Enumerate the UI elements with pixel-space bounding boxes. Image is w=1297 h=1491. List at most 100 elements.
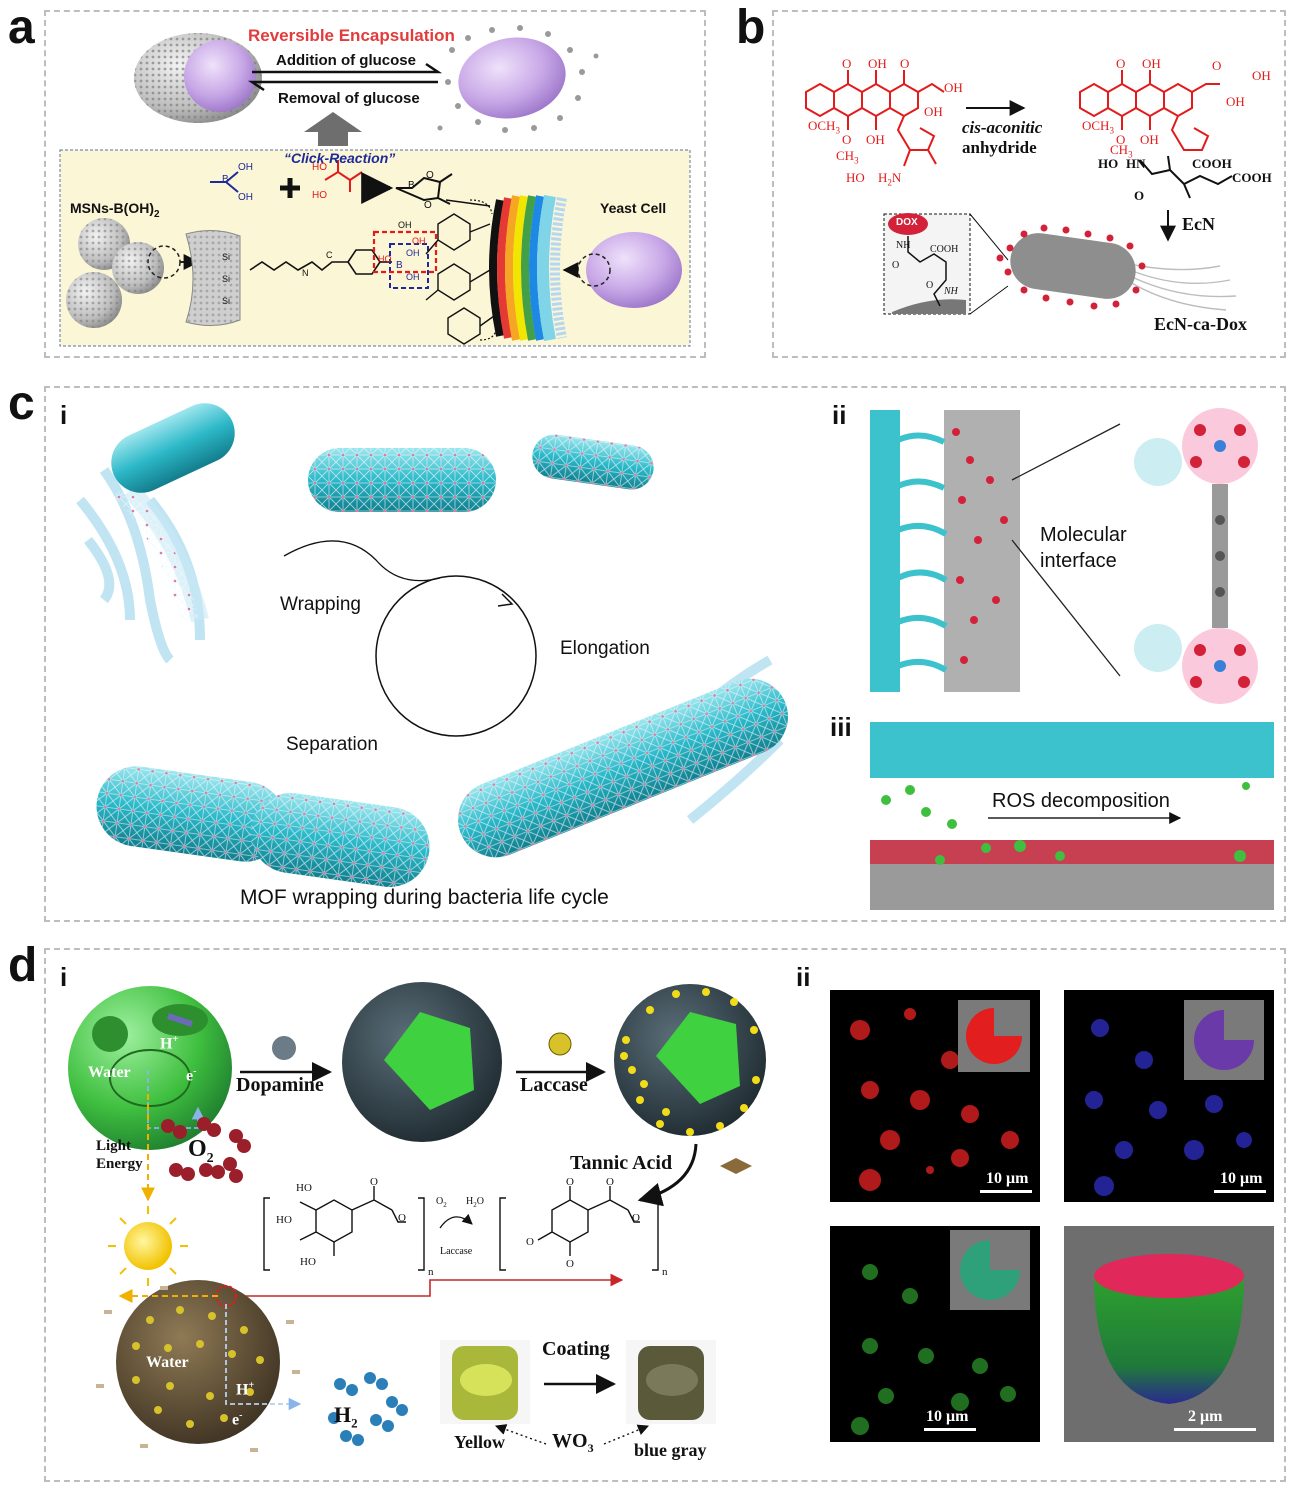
micrograph-red-cells — [850, 1000, 1030, 1191]
tannic-acid-arrow — [637, 1143, 698, 1207]
micrograph-3d: 2 μm — [1064, 1226, 1274, 1442]
h2-label-h: H — [334, 1402, 352, 1427]
wrapping-bacterium — [76, 403, 235, 664]
dox-badge-label: DOX — [896, 217, 918, 228]
e-minus-top: e- — [186, 1066, 196, 1085]
dox-och3-sub: 3 — [835, 125, 840, 136]
reversible-encapsulation-title: Reversible Encapsulation — [248, 26, 455, 45]
sub-label-c-i: i — [60, 400, 68, 430]
free-yeast-cell — [437, 25, 599, 133]
micrograph-green-cells — [851, 1230, 1030, 1435]
e-minus-top-e: e — [186, 1067, 194, 1085]
cad-ch3: CH3 — [1110, 142, 1133, 160]
o2-label-o: O — [188, 1136, 207, 1162]
dox-badge — [888, 213, 928, 235]
e-minus-bottom-e: e — [232, 1411, 240, 1429]
micrograph-3d-cell — [1094, 1254, 1244, 1404]
ester-o-bottom: O — [424, 200, 432, 211]
elongation-label: Elongation — [560, 638, 650, 659]
ecn-label: EcN — [1182, 214, 1215, 234]
cell-wall-layers — [489, 194, 567, 342]
scale-label-3d: 2 μm — [1188, 1408, 1223, 1425]
left-ho-2: HO — [276, 1214, 292, 1226]
cad-cooh-1: COOH — [1192, 156, 1232, 171]
dox-ho: HO — [846, 170, 865, 185]
small-h2o-sub: 2 — [473, 1201, 477, 1209]
product-label: EcN-ca-Dox — [1154, 314, 1247, 334]
silica-si-1: Si — [222, 252, 231, 262]
right-o-ester: O — [632, 1212, 640, 1224]
boronate-ester-structure — [395, 173, 453, 205]
highlight-oh-2: OH — [406, 272, 420, 282]
e-minus-bottom: e- — [232, 1410, 242, 1429]
sun-icon — [108, 1206, 188, 1286]
left-o-ester: O — [398, 1212, 406, 1224]
aconitic-chain — [1139, 155, 1233, 199]
cad-och3: OCH3 — [1082, 118, 1114, 136]
dox-structure — [805, 70, 945, 167]
blue-gray-vial — [626, 1340, 716, 1424]
silica-si-2: Si — [222, 274, 231, 284]
cycle-arrow-head — [497, 593, 514, 607]
dox-o-top: O — [842, 56, 852, 71]
panel-c-caption: MOF wrapping during bacteria life cycle — [240, 886, 609, 909]
panel-d-frame — [44, 948, 1286, 1482]
surface — [892, 299, 966, 314]
scale-label-green: 10 μm — [926, 1408, 969, 1425]
h2-label-sub: 2 — [351, 1415, 358, 1431]
sugar-oh-top: OH — [398, 220, 412, 230]
coating-flakes — [96, 1286, 300, 1452]
dox-h2n: H2N — [878, 170, 901, 188]
cad-o-amide: O — [1134, 188, 1145, 203]
o2-label-sub: 2 — [206, 1150, 214, 1166]
tannic-coated-cell — [116, 1280, 302, 1444]
h-plus-bottom-sup: + — [248, 1380, 255, 1391]
h-plus-top-sup: + — [172, 1034, 179, 1045]
scale-label-red: 10 μm — [986, 1170, 1029, 1187]
dopamine-molecule — [272, 1036, 296, 1060]
micrograph-blue: 10 μm — [1064, 990, 1274, 1202]
highlight-b: B — [396, 260, 403, 271]
boronic-acid-structure — [210, 171, 239, 193]
diol-ho-bottom: HO — [312, 190, 327, 201]
tannic-structure-left — [263, 1186, 425, 1271]
h-plus-top: H+ — [160, 1034, 178, 1053]
ester-o-top: O — [426, 170, 434, 181]
dox-oh-4: OH — [866, 132, 885, 147]
dox-oh-2: OH — [944, 80, 963, 95]
polysaccharide-chain — [425, 199, 495, 345]
left-n: n — [428, 1266, 434, 1278]
o2-molecules — [161, 1117, 251, 1183]
zoom-molecule — [1134, 408, 1258, 704]
life-cycle-circle — [375, 575, 537, 737]
e-minus-bottom-sup: - — [239, 1410, 243, 1421]
right-o-2: O — [526, 1236, 534, 1248]
ros-simulation — [870, 722, 1274, 910]
diol-ho-top: HO — [312, 162, 327, 173]
zoom-nh: NH — [896, 240, 911, 251]
addition-of-glucose-label: Addition of glucose — [276, 52, 416, 69]
light-energy-line-1: Light — [96, 1138, 132, 1154]
glucose-highlight — [372, 230, 438, 274]
cad-ch3-sub: 3 — [1128, 149, 1133, 160]
left-ho-1: HO — [296, 1182, 312, 1194]
dopamine-coated-cell — [342, 982, 502, 1142]
laccase-enzyme — [548, 1032, 572, 1056]
cad-och3-text: OCH — [1082, 118, 1110, 133]
cad-oh-1: OH — [1142, 56, 1161, 71]
separation-label: Separation — [286, 734, 378, 755]
reagent-line-1: cis-aconitic — [962, 118, 1043, 137]
right-o-carbonyl: O — [606, 1176, 614, 1188]
panel-label-c: c — [8, 377, 35, 430]
linker-c: C — [326, 250, 333, 260]
yellow-label: Yellow — [454, 1432, 505, 1452]
dox-och3: OCH3 — [808, 118, 840, 136]
micrograph-blue-cells — [1085, 1000, 1264, 1196]
laccase-label: Laccase — [520, 1074, 588, 1096]
cycle-tail — [283, 540, 441, 582]
small-h2o: H2O — [466, 1196, 484, 1209]
right-n: n — [662, 1266, 668, 1278]
small-o2-sub: 2 — [443, 1201, 447, 1209]
cad-och3-sub: 3 — [1109, 125, 1114, 136]
wrapping-label: Wrapping — [280, 594, 361, 615]
